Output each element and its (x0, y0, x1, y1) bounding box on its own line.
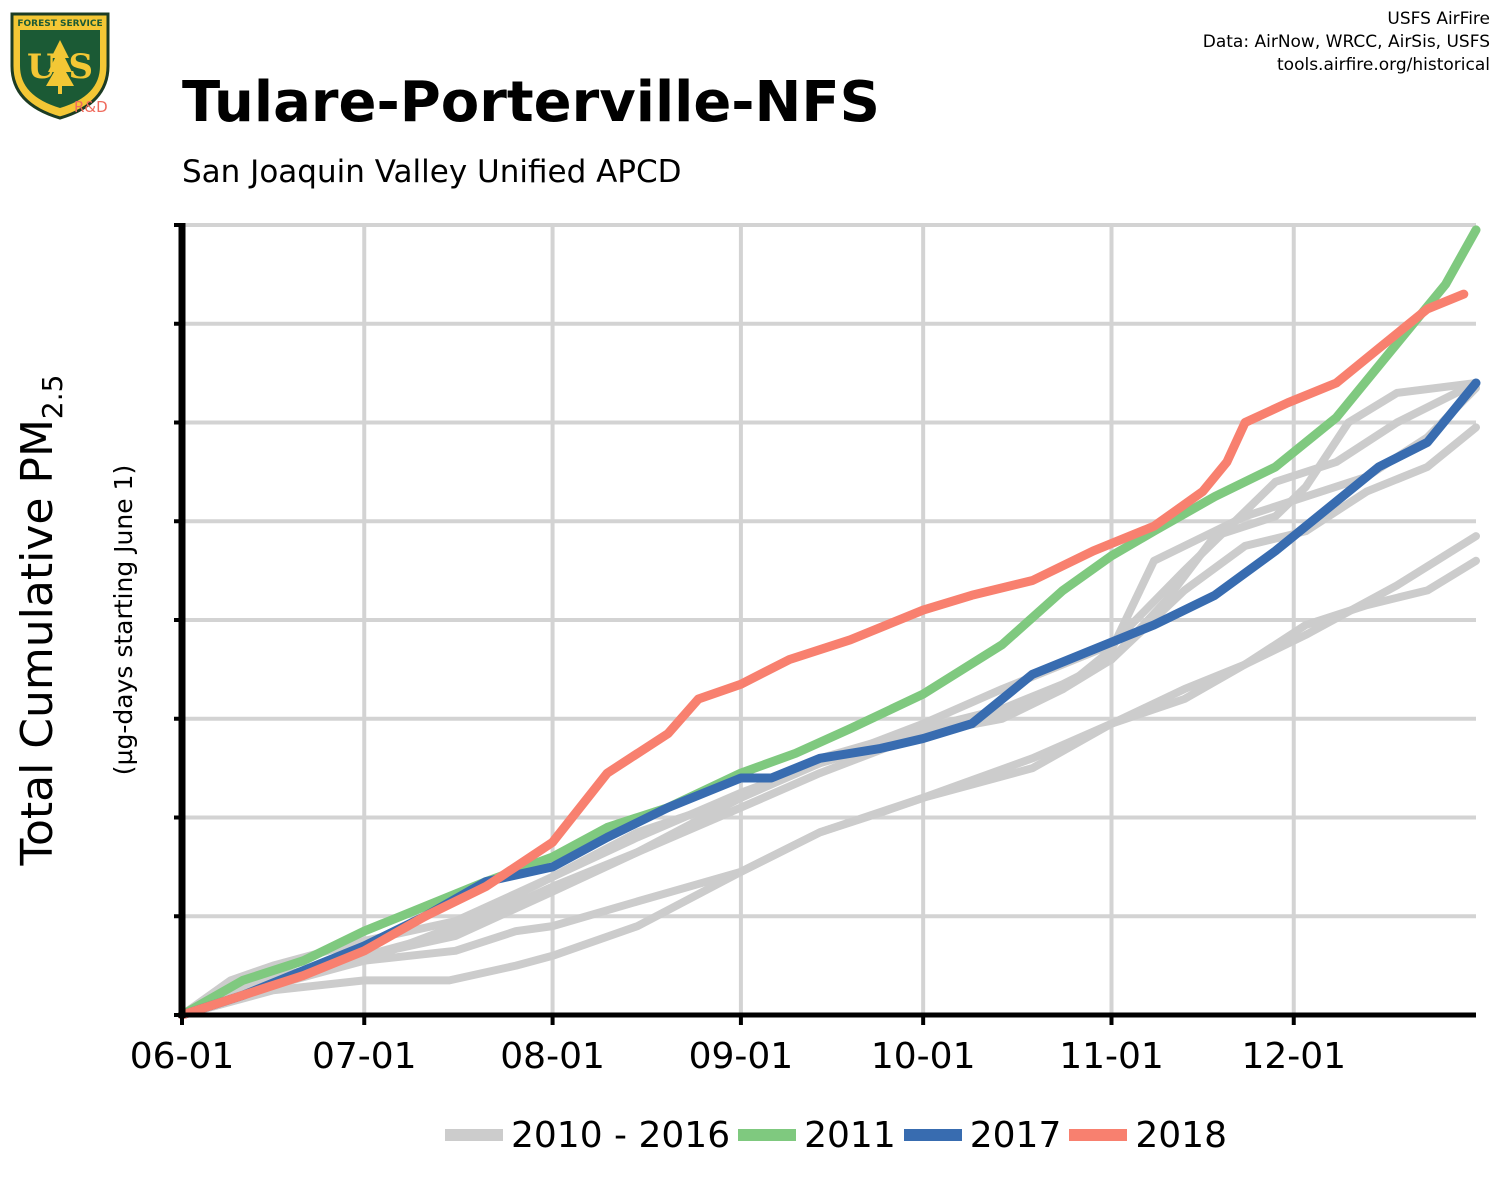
credits: USFS AirFire Data: AirNow, WRCC, AirSis,… (1203, 8, 1490, 77)
rd-tag: R&D (74, 98, 108, 116)
series-line-2010-2016 (178, 532, 1480, 1019)
legend-swatch (445, 1129, 503, 1141)
series-line-2011 (177, 225, 1481, 1020)
x-tick-label: 08-01 (500, 1036, 605, 1077)
page-subtitle: San Joaquin Valley Unified APCD (182, 154, 682, 190)
x-tick-labels: 06-01 07-01 08-01 09-01 10-01 11-01 12-01 (130, 1036, 1346, 1077)
credit-line-2: Data: AirNow, WRCC, AirSis, USFS (1202, 32, 1490, 52)
series-line-2010-2016 (178, 383, 1480, 1019)
x-tick-label: 11-01 (1059, 1036, 1164, 1077)
y-axis-label-main: Total Cumulative PM (12, 419, 63, 866)
series-line-2018 (177, 289, 1469, 1020)
axes (174, 223, 1476, 1025)
legend-item-2010-2016: 2010 - 2016 (445, 1115, 730, 1156)
legend-item-2017: 2017 (903, 1114, 1062, 1156)
legend-label: 2010 - 2016 (511, 1114, 731, 1156)
x-tick-label: 09-01 (689, 1036, 794, 1077)
legend-swatch (1069, 1129, 1128, 1141)
series-line-2010-2016 (178, 379, 1480, 1019)
x-tick-label: 10-01 (871, 1036, 976, 1077)
y-axis-secondary-label: (µg-days starting June 1) (109, 465, 138, 775)
legend-item-2018: 2018 (1069, 1115, 1227, 1156)
grid-lines (182, 223, 1476, 1015)
legend-label: 2018 (1135, 1114, 1227, 1156)
legend: 2010 - 2016 2011 2017 2018 (445, 1110, 1235, 1160)
legend-swatch (903, 1129, 962, 1141)
credit-line-3: tools.airfire.org/historical (1277, 55, 1490, 75)
x-tick-label: 12-01 (1241, 1036, 1346, 1077)
x-tick-label: 07-01 (312, 1036, 417, 1077)
x-tick-label: 06-01 (130, 1036, 235, 1077)
legend-label: 2017 (969, 1114, 1062, 1156)
legend-swatch (738, 1129, 797, 1141)
credit-line-1: USFS AirFire (1387, 9, 1490, 29)
series-lines (177, 225, 1481, 1020)
y-axis-label: Total Cumulative PM2.5 (12, 375, 69, 867)
svg-text:FOREST SERVICE: FOREST SERVICE (17, 19, 102, 29)
page-title: Tulare-Porterville-NFS (182, 70, 881, 135)
forest-service-logo: FOREST SERVICE U S (10, 12, 110, 120)
legend-item-2011: 2011 (738, 1115, 896, 1156)
y-axis-label-subscript: 2.5 (36, 375, 69, 420)
series-line-2010-2016 (178, 379, 1480, 1019)
legend-label: 2011 (804, 1114, 896, 1156)
